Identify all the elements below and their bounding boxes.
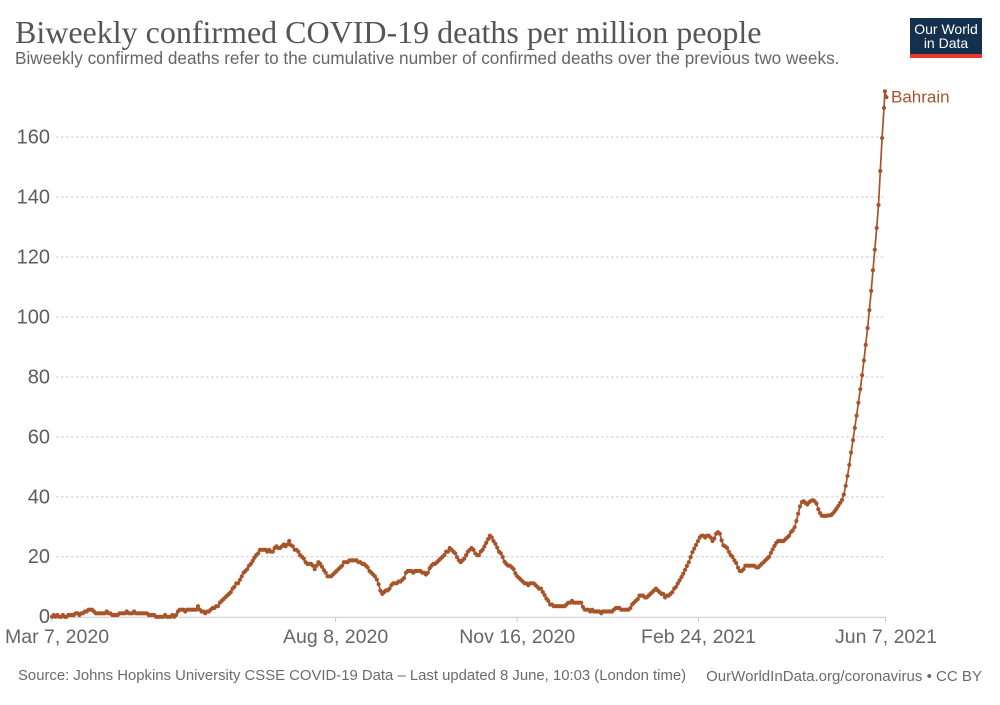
svg-text:0: 0 (39, 606, 50, 628)
svg-text:120: 120 (17, 246, 50, 268)
svg-text:Jun 7, 2021: Jun 7, 2021 (835, 626, 937, 648)
svg-text:100: 100 (17, 306, 50, 328)
svg-text:Nov 16, 2020: Nov 16, 2020 (459, 626, 575, 648)
svg-text:140: 140 (17, 187, 50, 209)
svg-text:Feb 24, 2021: Feb 24, 2021 (641, 626, 756, 648)
svg-text:Bahrain: Bahrain (891, 88, 950, 107)
svg-text:Aug 8, 2020: Aug 8, 2020 (283, 626, 388, 648)
svg-text:Mar 7, 2020: Mar 7, 2020 (5, 626, 109, 648)
svg-text:80: 80 (28, 366, 50, 388)
svg-text:160: 160 (17, 127, 50, 149)
svg-text:40: 40 (28, 486, 50, 508)
svg-text:60: 60 (28, 426, 50, 448)
svg-text:20: 20 (28, 546, 50, 568)
